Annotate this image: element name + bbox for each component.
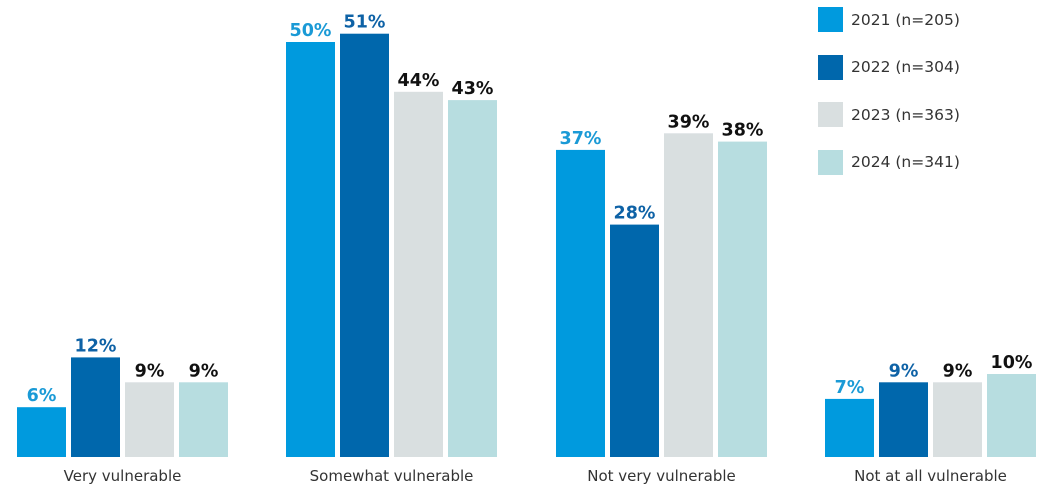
legend-swatch-2021 <box>818 7 843 32</box>
legend-swatch-2024 <box>818 149 843 175</box>
data-label-not-very-vulnerable-2024: 38% <box>722 121 764 141</box>
bar-somewhat-vulnerable-2022 <box>340 33 389 457</box>
data-label-very-vulnerable-2021: 6% <box>27 386 57 406</box>
bar-somewhat-vulnerable-2024 <box>448 100 497 457</box>
bar-not-very-vulnerable-2022 <box>610 224 659 457</box>
data-label-very-vulnerable-2022: 12% <box>75 336 117 356</box>
bar-not-very-vulnerable-2023 <box>664 133 713 458</box>
category-label-not-very-vulnerable: Not very vulnerable <box>587 467 736 485</box>
bar-not-at-all-vulnerable-2024 <box>987 374 1036 457</box>
data-label-not-at-all-vulnerable-2021: 7% <box>835 378 865 398</box>
legend-label-2021: 2021 (n=205) <box>851 10 960 29</box>
bar-not-at-all-vulnerable-2022 <box>879 382 928 457</box>
bar-very-vulnerable-2023 <box>125 382 174 457</box>
legend: 2021 (n=205) 2022 (n=304) 2023 (n=363) 2… <box>818 6 960 196</box>
data-label-not-at-all-vulnerable-2024: 10% <box>991 353 1033 373</box>
bar-somewhat-vulnerable-2021 <box>286 42 335 457</box>
data-label-very-vulnerable-2024: 9% <box>189 361 219 381</box>
data-label-somewhat-vulnerable-2021: 50% <box>290 21 332 41</box>
bar-not-at-all-vulnerable-2021 <box>825 398 874 457</box>
bar-not-very-vulnerable-2024 <box>718 141 767 457</box>
bar-not-very-vulnerable-2021 <box>556 149 605 457</box>
legend-swatch-2023 <box>818 102 843 127</box>
legend-label-2024: 2024 (n=341) <box>851 153 960 171</box>
category-labels-layer: Very vulnerable Somewhat vulnerable Not ve… <box>64 467 1007 485</box>
legend-label-2023: 2023 (n=363) <box>851 105 960 124</box>
bars-layer <box>17 33 1036 458</box>
data-label-not-at-all-vulnerable-2022: 9% <box>889 361 919 381</box>
legend-label-2022: 2022 (n=304) <box>851 58 960 76</box>
bar-very-vulnerable-2022 <box>71 357 120 457</box>
legend-item-2022: 2022 (n=304) <box>818 54 960 81</box>
legend-swatch-2022 <box>818 54 843 80</box>
category-label-somewhat-vulnerable: Somewhat vulnerable <box>310 467 474 485</box>
data-label-not-very-vulnerable-2022: 28% <box>614 204 656 224</box>
data-label-very-vulnerable-2023: 9% <box>135 361 165 381</box>
bar-very-vulnerable-2024 <box>179 382 228 457</box>
legend-item-2023: 2023 (n=363) <box>818 101 960 128</box>
category-label-not-at-all-vulnerable: Not at all vulnerable <box>854 467 1007 485</box>
data-label-not-very-vulnerable-2023: 39% <box>668 112 710 132</box>
legend-item-2024: 2024 (n=341) <box>818 149 960 176</box>
data-label-not-very-vulnerable-2021: 37% <box>560 129 602 149</box>
data-label-somewhat-vulnerable-2022: 51% <box>344 13 386 33</box>
data-labels-layer: 6% 12% 9% 9% 50% 51% 44% 43% 37% 28% 39% 38% 7% 9% 9% 1… <box>27 13 1033 407</box>
bar-somewhat-vulnerable-2023 <box>394 91 443 458</box>
data-label-somewhat-vulnerable-2024: 43% <box>452 79 494 99</box>
bar-very-vulnerable-2021 <box>17 407 66 457</box>
data-label-somewhat-vulnerable-2023: 44% <box>398 71 440 91</box>
category-label-very-vulnerable: Very vulnerable <box>64 467 182 485</box>
legend-item-2021: 2021 (n=205) <box>818 6 960 33</box>
bar-not-at-all-vulnerable-2023 <box>933 382 982 457</box>
data-label-not-at-all-vulnerable-2023: 9% <box>943 361 973 381</box>
